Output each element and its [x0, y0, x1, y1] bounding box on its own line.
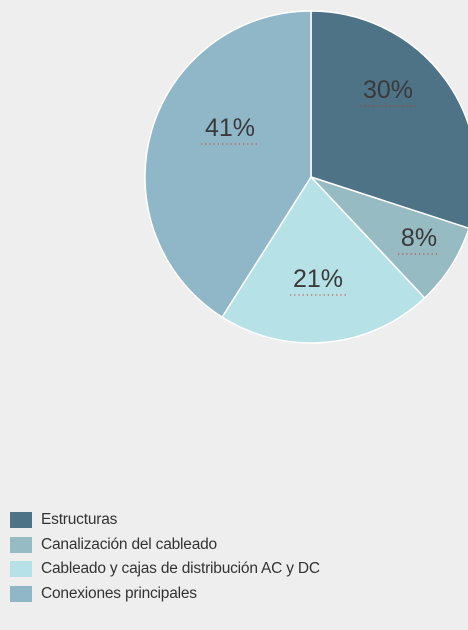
legend-label: Canalización del cableado — [41, 535, 217, 553]
legend-item-canalizacion: Canalización del cableado — [10, 533, 450, 558]
slice-value-label: 8% — [401, 224, 437, 252]
legend-label: Estructuras — [41, 511, 118, 529]
legend-item-conexiones: Conexiones principales — [10, 582, 450, 607]
pie-slices — [144, 10, 468, 344]
pie-slice — [144, 10, 312, 319]
legend-swatch — [10, 561, 32, 578]
legend-swatch — [10, 536, 32, 553]
slice-value-label: 30% — [363, 76, 413, 104]
legend-label: Conexiones principales — [41, 584, 197, 602]
legend-item-cableado: Cableado y cajas de distribución AC y DC — [10, 557, 450, 582]
pie-slice — [221, 175, 426, 344]
legend-item-estructuras: Estructuras — [10, 508, 450, 533]
legend-label: Cableado y cajas de distribución AC y DC — [41, 560, 320, 578]
slice-value-label: 41% — [205, 114, 255, 142]
pie-labels: 30% 8% 21% 41% — [201, 76, 440, 296]
legend-swatch — [10, 585, 32, 602]
legend-swatch — [10, 512, 32, 529]
pie-slice — [310, 10, 468, 229]
slice-value-label: 21% — [293, 265, 343, 293]
legend: Estructuras Canalización del cableado Ca… — [10, 508, 450, 606]
